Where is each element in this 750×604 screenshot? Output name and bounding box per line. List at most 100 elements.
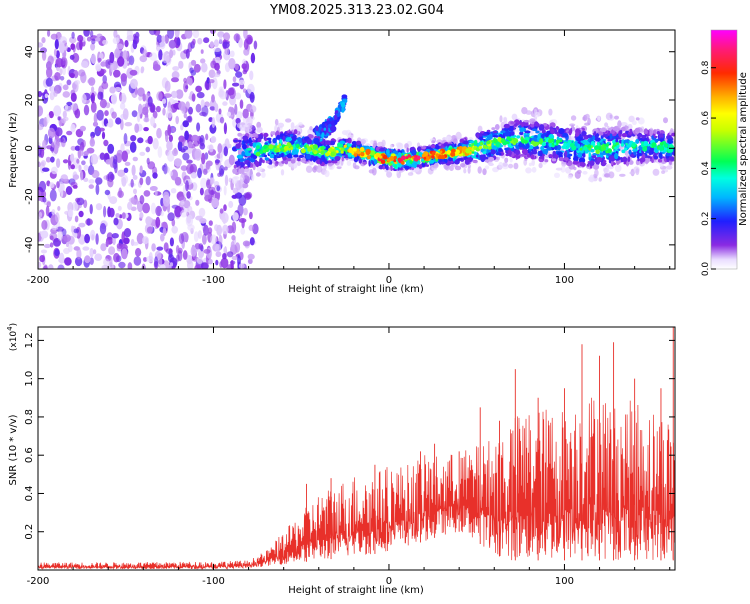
- heatmap-cell: [128, 55, 135, 66]
- heatmap-cell: [208, 227, 213, 235]
- heatmap-cell: [298, 122, 303, 126]
- heatmap-cell: [335, 153, 342, 156]
- heatmap-cell: [528, 162, 533, 167]
- heatmap-cell: [542, 123, 548, 127]
- heatmap-cell: [62, 110, 67, 119]
- heatmap-cell: [55, 50, 60, 59]
- spectrogram-x-label: Height of straight line (km): [288, 284, 424, 295]
- heatmap-cell: [66, 79, 72, 86]
- heatmap-cell: [47, 127, 56, 139]
- heatmap-cell: [253, 40, 258, 50]
- heatmap-cell: [333, 114, 338, 121]
- heatmap-cell: [358, 158, 362, 164]
- heatmap-cell: [394, 164, 397, 168]
- heatmap-cell: [443, 143, 448, 147]
- heatmap-cell: [136, 232, 144, 245]
- heatmap-cell: [196, 256, 203, 264]
- heatmap-cell: [508, 163, 514, 169]
- heatmap-cell: [228, 58, 236, 70]
- heatmap-cell: [532, 141, 536, 145]
- heatmap-cell: [297, 157, 301, 162]
- heatmap-cell: [168, 134, 173, 142]
- heatmap-cell: [365, 148, 371, 155]
- heatmap-cell: [224, 47, 230, 56]
- heatmap-cell: [137, 87, 145, 97]
- heatmap-cell: [139, 212, 144, 219]
- heatmap-cell: [208, 79, 215, 84]
- heatmap-cell: [89, 257, 94, 265]
- heatmap-cell: [42, 196, 47, 203]
- heatmap-cell: [223, 166, 228, 171]
- heatmap-cell: [173, 158, 182, 167]
- heatmap-cell: [431, 140, 435, 144]
- heatmap-cell: [70, 225, 74, 233]
- heatmap-cell: [579, 147, 583, 151]
- heatmap-cell: [151, 243, 156, 252]
- heatmap-cell: [480, 148, 484, 153]
- heatmap-cell: [252, 142, 257, 148]
- heatmap-cell: [467, 158, 470, 165]
- heatmap-cell: [148, 252, 153, 262]
- x-tick-label: 100: [555, 576, 574, 587]
- heatmap-cell: [50, 156, 55, 163]
- heatmap-cell: [89, 30, 94, 38]
- heatmap-cell: [588, 152, 592, 158]
- heatmap-cell: [223, 32, 231, 41]
- heatmap-cell: [95, 203, 103, 211]
- heatmap-cell: [200, 262, 209, 269]
- heatmap-cell: [246, 147, 252, 151]
- heatmap-cell: [171, 71, 180, 80]
- heatmap-cell: [533, 148, 537, 154]
- heatmap-cell: [459, 163, 466, 168]
- heatmap-cell: [285, 118, 292, 123]
- heatmap-cell: [428, 159, 435, 164]
- heatmap-cell: [504, 157, 509, 163]
- heatmap-cell: [615, 137, 619, 143]
- heatmap-cell: [635, 139, 640, 144]
- heatmap-cell: [229, 50, 235, 58]
- heatmap-cell: [283, 145, 289, 151]
- heatmap-cell: [265, 160, 270, 164]
- heatmap-cell: [560, 165, 566, 173]
- heatmap-cell: [548, 108, 553, 116]
- heatmap-cell: [573, 150, 577, 157]
- colorbar-frame: [710, 29, 738, 270]
- heatmap-cell: [407, 163, 411, 166]
- heatmap-cell: [632, 149, 638, 152]
- heatmap-cell: [131, 199, 140, 205]
- heatmap-cell: [115, 117, 122, 125]
- heatmap-cell: [290, 122, 295, 130]
- heatmap-cell: [488, 156, 495, 162]
- heatmap-cell: [411, 156, 415, 159]
- heatmap-cell: [68, 244, 73, 253]
- heatmap-cell: [634, 127, 641, 133]
- heatmap-cell: [106, 174, 110, 182]
- heatmap-cell: [385, 164, 389, 171]
- heatmap-cell: [239, 124, 243, 131]
- heatmap-cell: [208, 186, 216, 195]
- heatmap-cell: [110, 60, 114, 73]
- heatmap-cell: [116, 243, 123, 249]
- heatmap-cell: [588, 147, 592, 151]
- heatmap-cell: [554, 129, 558, 135]
- heatmap-cell: [373, 159, 378, 165]
- heatmap-cell: [149, 52, 158, 61]
- heatmap-cell: [133, 188, 137, 195]
- heatmap-cell: [586, 163, 590, 167]
- heatmap-cell: [553, 142, 557, 145]
- heatmap-cell: [562, 132, 569, 138]
- heatmap-cell: [146, 226, 153, 234]
- heatmap-cell: [190, 172, 198, 179]
- heatmap-cell: [98, 127, 105, 132]
- heatmap-cell: [96, 109, 104, 121]
- heatmap-cell: [594, 169, 599, 177]
- colorbar-tick-label: 0.4: [701, 161, 711, 176]
- spectrogram-y-ticks: -40 -20 0 20 40: [24, 45, 675, 253]
- heatmap-cell: [86, 218, 91, 226]
- heatmap-cell: [628, 115, 635, 123]
- heatmap-cell: [90, 53, 97, 65]
- heatmap-cell: [565, 142, 572, 148]
- figure-title: YM08.2025.313.23.02.G04: [269, 3, 444, 18]
- heatmap-cell: [425, 164, 429, 167]
- heatmap-cell: [38, 211, 43, 218]
